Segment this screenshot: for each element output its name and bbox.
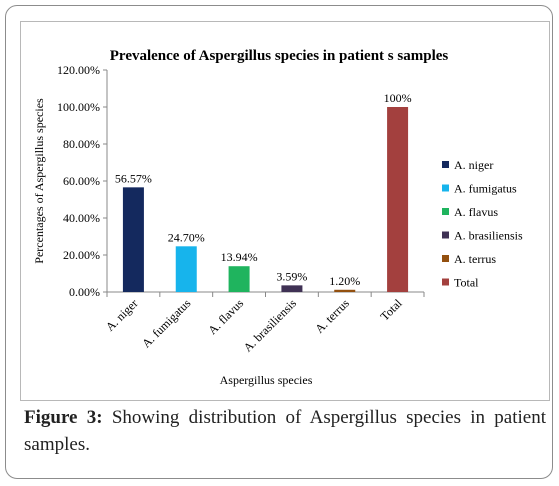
data-label: 24.70% bbox=[168, 230, 205, 244]
caption-text: Showing distribution of Aspergillus spec… bbox=[24, 407, 546, 455]
legend-label: Total bbox=[454, 276, 479, 290]
x-tick-label: A. fumigatus bbox=[139, 296, 193, 350]
y-tick-label: 60.00% bbox=[63, 174, 100, 188]
bar-chart: Prevalence of Aspergillus species in pat… bbox=[32, 48, 523, 387]
legend-swatch bbox=[442, 184, 449, 192]
legend-swatch bbox=[442, 161, 449, 168]
x-tick-label: A. brasiliensis bbox=[241, 296, 300, 355]
figure-frame: Prevalence of Aspergillus species in pat… bbox=[5, 5, 553, 479]
data-label: 13.94% bbox=[221, 250, 258, 264]
bar-total bbox=[387, 107, 409, 292]
x-axis-title: Aspergillus species bbox=[220, 373, 313, 387]
legend-label: A. terrus bbox=[454, 252, 496, 266]
x-tick-label: A. niger bbox=[103, 296, 141, 334]
data-label: 1.20% bbox=[329, 274, 360, 288]
legend-label: A. niger bbox=[454, 158, 493, 172]
y-tick-label: 120.00% bbox=[57, 63, 100, 77]
data-label: 100% bbox=[384, 91, 412, 105]
y-tick-label: 20.00% bbox=[63, 248, 100, 262]
legend-swatch bbox=[442, 278, 449, 286]
legend-label: A. fumigatus bbox=[454, 182, 517, 196]
chart-container: Prevalence of Aspergillus species in pat… bbox=[20, 21, 550, 401]
x-tick-label: A. flavus bbox=[205, 296, 246, 337]
bar-a-fumigatus bbox=[175, 246, 197, 292]
x-tick-label: A. terrus bbox=[312, 296, 352, 336]
y-tick-label: 40.00% bbox=[63, 211, 100, 225]
legend-swatch bbox=[442, 255, 449, 262]
y-tick-label: 100.00% bbox=[57, 100, 100, 114]
legend-swatch bbox=[442, 208, 449, 215]
y-tick-label: 80.00% bbox=[63, 137, 100, 151]
bar-a-terrus bbox=[334, 289, 356, 292]
bar-a-flavus bbox=[228, 266, 250, 292]
data-label: 56.57% bbox=[115, 171, 152, 185]
caption-label: Figure 3: bbox=[24, 407, 103, 428]
legend-swatch bbox=[442, 231, 449, 239]
legend-label: A. brasiliensis bbox=[454, 229, 523, 243]
legend-label: A. flavus bbox=[454, 205, 498, 219]
figure-caption: Figure 3: Showing distribution of Asperg… bbox=[24, 404, 546, 458]
x-tick-label: Total bbox=[377, 296, 405, 324]
chart-title: Prevalence of Aspergillus species in pat… bbox=[110, 48, 449, 64]
data-label: 3.59% bbox=[276, 269, 307, 283]
bar-a-brasiliensis bbox=[281, 285, 303, 292]
y-tick-label: 0.00% bbox=[69, 285, 100, 299]
y-axis-title: Percentages of Aspergillus species bbox=[32, 98, 46, 264]
bar-a-niger bbox=[122, 187, 144, 292]
